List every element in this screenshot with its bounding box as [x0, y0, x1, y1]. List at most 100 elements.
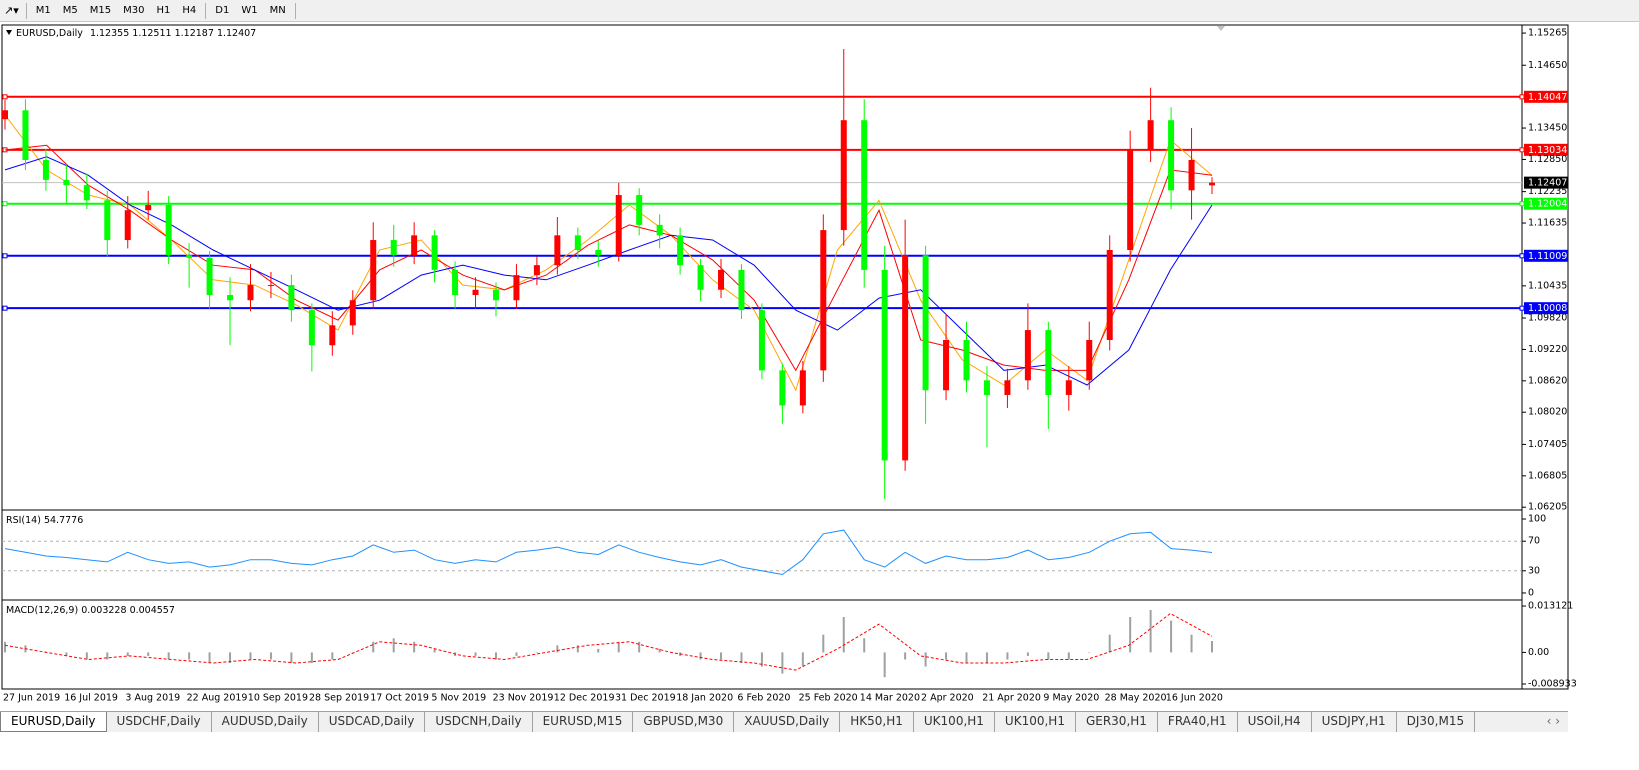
timeframe-button[interactable]: M1: [35, 5, 51, 16]
candle-body: [145, 204, 152, 211]
candle-body: [677, 235, 684, 266]
candle-body: [370, 240, 377, 301]
macd-bar: [1211, 640, 1213, 653]
levels: 1.14047 1.13034 1.12004 1.11009 1.10008 1.124…: [2, 90, 1568, 315]
level-handle: [2, 94, 8, 100]
candle-body: [22, 110, 29, 160]
candle-body: [83, 185, 90, 201]
macd-bar: [147, 652, 150, 656]
candle-body: [431, 235, 438, 270]
timeframe-button[interactable]: W1: [241, 5, 258, 16]
macd-bar: [535, 652, 538, 653]
rsi-title: RSI(14): [6, 515, 41, 526]
level-label: 1.11009: [1528, 251, 1567, 262]
chart-tab[interactable]: USDCNH,Daily: [425, 712, 533, 732]
macd-bar: [658, 648, 661, 653]
chart-tab[interactable]: USOil,H4: [1238, 712, 1312, 732]
chart-tab[interactable]: EURUSD,M15: [533, 712, 634, 732]
moving-averages: [4, 114, 1213, 392]
macd-bar: [4, 641, 6, 653]
macd-signal-line: [4, 612, 1213, 671]
level-label-box: [1524, 249, 1568, 262]
chart-header: EURUSD,Daily 1.12355 1.12511 1.12187 1.1…: [16, 28, 256, 39]
macd-bar: [985, 652, 988, 664]
macd-bar: [842, 617, 845, 653]
y-tick-label: 1.14650: [1528, 60, 1567, 71]
x-tick-label: 6 Feb 2020: [737, 693, 790, 704]
timeframe-button[interactable]: H1: [156, 5, 171, 16]
macd-bar: [597, 648, 600, 653]
level-label-box: [1524, 197, 1568, 210]
chart-tab[interactable]: GBPUSD,M30: [633, 712, 735, 732]
y-tick-label: 1.12235: [1528, 186, 1567, 197]
candle-body: [758, 310, 765, 371]
candle-body: [554, 235, 561, 266]
tab-scroll[interactable]: ‹ ›: [1546, 714, 1560, 728]
y-tick-label: 1.09220: [1528, 344, 1567, 355]
timeframe-button[interactable]: M5: [62, 5, 78, 16]
chart-tab[interactable]: HK50,H1: [840, 712, 914, 732]
macd-bar: [290, 652, 293, 664]
candle-body: [1086, 340, 1093, 381]
level-label-box: [1524, 90, 1568, 103]
level-handle: [1519, 253, 1525, 259]
macd-bar: [1190, 634, 1193, 653]
candle-body: [1045, 330, 1052, 395]
chart-tab[interactable]: EURUSD,Daily: [0, 712, 107, 732]
x-tick-label: 9 May 2020: [1043, 693, 1099, 704]
y-tick-label: 1.11635: [1528, 218, 1567, 229]
macd-bar: [474, 652, 477, 656]
macd-bar: [372, 641, 375, 653]
macd-bar: [65, 652, 68, 656]
chart-tab[interactable]: DJ30,M15: [1397, 712, 1476, 732]
chart-tab[interactable]: XAUUSD,Daily: [734, 712, 841, 732]
candle-body: [1065, 380, 1072, 395]
macd-title: MACD(12,26,9): [6, 605, 78, 616]
chart-tab[interactable]: GER30,H1: [1076, 712, 1158, 732]
y-tick-label: 1.06805: [1528, 470, 1567, 481]
candle-body: [636, 195, 643, 225]
timeframe-button[interactable]: D1: [215, 5, 230, 16]
level-handle: [2, 201, 8, 207]
macd-bar: [638, 641, 641, 653]
macd-bar: [945, 652, 948, 660]
chart-tab[interactable]: USDJPY,H1: [1312, 712, 1397, 732]
chart-tab[interactable]: UK100,H1: [914, 712, 995, 732]
candle-body: [533, 265, 540, 276]
low-value: 1.12187: [175, 28, 214, 39]
candle-body: [697, 265, 704, 290]
candle-body: [861, 120, 868, 270]
chart-tab[interactable]: USDCHF,Daily: [107, 712, 212, 732]
level-handle: [1519, 147, 1525, 153]
candle-body: [267, 285, 274, 287]
y-tick-label: 1.12850: [1528, 154, 1567, 165]
macd-bar: [433, 648, 436, 653]
chart-tab[interactable]: UK100,H1: [995, 712, 1076, 732]
candle-body: [779, 370, 786, 406]
timeframe-button[interactable]: M30: [123, 5, 145, 16]
y-tick-label: 100: [1528, 514, 1546, 525]
timeframe-button[interactable]: M15: [89, 5, 112, 16]
timeframe-button[interactable]: H4: [182, 5, 197, 16]
shift-marker: [1217, 26, 1225, 31]
candle-body: [247, 285, 254, 301]
chart-tab[interactable]: AUDUSD,Daily: [212, 712, 319, 732]
macd-bar: [699, 652, 702, 660]
candle-body: [124, 210, 131, 241]
macd-bar: [1006, 652, 1009, 660]
candle-body: [738, 269, 745, 311]
timeframe-button[interactable]: MN: [269, 5, 286, 16]
macd-bar: [863, 638, 866, 653]
cursor-icon[interactable]: ↗▾: [4, 4, 19, 17]
x-tick-label: 22 Aug 2019: [187, 693, 248, 704]
candle-body: [227, 294, 234, 301]
macd-header: MACD(12,26,9) 0.003228 0.004557: [6, 605, 175, 616]
chart-tab[interactable]: USDCAD,Daily: [319, 712, 426, 732]
toolbar: ↗▾ M1 M5 M15 M30 H1 H4 D1 W1 MN: [0, 0, 1639, 22]
macd-bar: [1170, 620, 1173, 653]
chart-tab[interactable]: FRA40,H1: [1158, 712, 1238, 732]
candle-body: [1168, 120, 1175, 191]
candle-body: [963, 340, 970, 381]
x-tick-label: 31 Dec 2019: [615, 693, 676, 704]
candle-body: [1106, 249, 1113, 341]
